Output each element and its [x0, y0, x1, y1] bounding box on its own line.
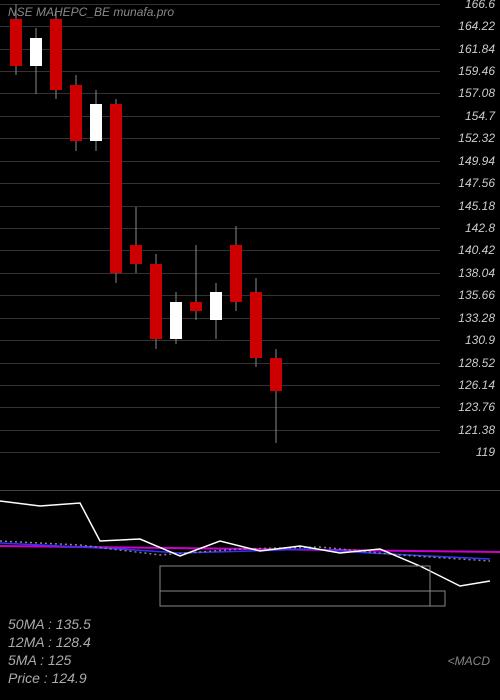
candle-body — [270, 358, 282, 391]
candle — [170, 0, 182, 490]
candle-body — [210, 292, 222, 320]
candle-body — [30, 38, 42, 66]
candle-body — [250, 292, 262, 358]
candle-body — [150, 264, 162, 339]
price-axis: 166.6 164.22 161.84 159.46 157.08 154.7 152.32… — [440, 0, 495, 490]
candle — [210, 0, 222, 490]
info-panel: 50MA : 135.5 12MA : 128.4 5MA : 125 Pric… — [0, 605, 500, 700]
price-label: 145.18 — [458, 199, 495, 213]
macd-box — [160, 566, 430, 606]
candle — [30, 0, 42, 490]
candle-body — [110, 104, 122, 274]
price-label: 159.46 — [458, 64, 495, 78]
candle — [230, 0, 242, 490]
ma5-text: 5MA : 125 — [8, 652, 71, 668]
candle — [70, 0, 82, 490]
indicator-line — [0, 501, 490, 586]
candle — [130, 0, 142, 490]
price-text: Price : 124.9 — [8, 670, 87, 686]
candle — [10, 0, 22, 490]
macd-box — [160, 591, 445, 606]
price-label: 128.52 — [458, 356, 495, 370]
price-label: 161.84 — [458, 42, 495, 56]
indicator-svg — [0, 491, 500, 611]
price-label: 152.32 — [458, 131, 495, 145]
candle-body — [70, 85, 82, 142]
candle-body — [170, 302, 182, 340]
price-label: 123.76 — [458, 400, 495, 414]
price-chart: NSE MAHEPC_BE munafa.pro 166.6164.22161.… — [0, 0, 500, 490]
candle — [190, 0, 202, 490]
candle-body — [50, 19, 62, 90]
price-label: 135.66 — [458, 288, 495, 302]
candle-body — [10, 19, 22, 66]
price-label: 149.94 — [458, 154, 495, 168]
candle — [270, 0, 282, 490]
price-label: 138.04 — [458, 266, 495, 280]
price-label: 142.8 — [465, 221, 495, 235]
candle — [50, 0, 62, 490]
candle — [90, 0, 102, 490]
candle — [150, 0, 162, 490]
candle-body — [190, 302, 202, 311]
macd-label: <MACD — [448, 654, 490, 670]
price-label: 130.9 — [465, 333, 495, 347]
price-label: 147.56 — [458, 176, 495, 190]
price-label: 166.6 — [465, 0, 495, 11]
price-label: 140.42 — [458, 243, 495, 257]
price-label: 121.38 — [458, 423, 495, 437]
price-label: 157.08 — [458, 86, 495, 100]
ma50-text: 50MA : 135.5 — [8, 616, 91, 632]
candle-body — [230, 245, 242, 302]
macd-panel — [0, 490, 500, 610]
price-label: 154.7 — [465, 109, 495, 123]
candle — [250, 0, 262, 490]
price-label: 119 — [476, 445, 495, 459]
price-label: 133.28 — [458, 311, 495, 325]
ma12-text: 12MA : 128.4 — [8, 634, 91, 650]
candle-body — [90, 104, 102, 142]
candle-body — [130, 245, 142, 264]
price-label: 164.22 — [458, 19, 495, 33]
price-label: 126.14 — [458, 378, 495, 392]
candle — [110, 0, 122, 490]
